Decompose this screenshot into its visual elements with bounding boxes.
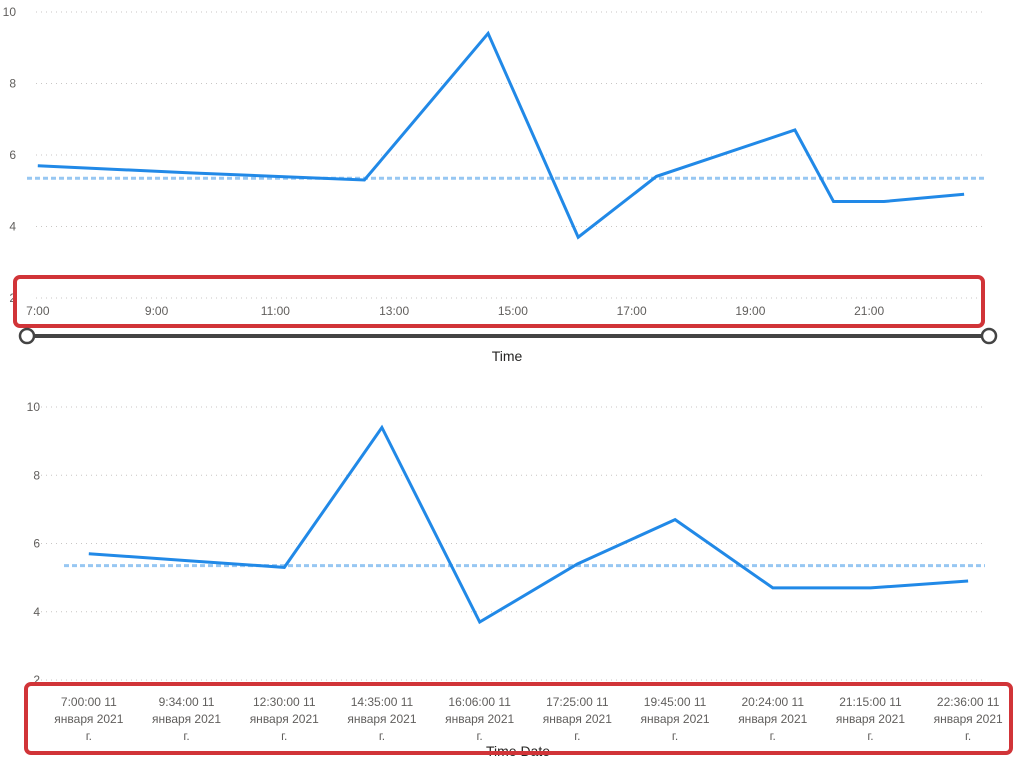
data-point <box>869 586 872 589</box>
x-tick-label-line: января 2021 <box>445 712 514 726</box>
x-tick-label-line: г. <box>672 729 678 743</box>
data-point <box>87 552 90 555</box>
data-point <box>189 171 192 174</box>
x-tick-label-line: января 2021 <box>250 712 319 726</box>
data-point <box>793 128 796 131</box>
x-tick-label-line: января 2021 <box>836 712 905 726</box>
x-tick-label: 15:00 <box>498 304 528 318</box>
x-tick-label-line: января 2021 <box>934 712 1003 726</box>
x-tick-label: 9:00 <box>145 304 169 318</box>
data-point <box>655 175 658 178</box>
x-tick-label-line: г. <box>183 729 189 743</box>
y-tick-label: 4 <box>9 220 16 234</box>
x-tick-label: 14:35:00 11 января 2021 г. <box>347 695 416 743</box>
x-tick-label: 21:00 <box>854 304 884 318</box>
data-point <box>487 32 490 35</box>
x-tick-label-line: 14:35:00 11 <box>351 695 414 709</box>
y-tick-label: 10 <box>27 400 41 414</box>
x-tick-label: 12:30:00 11 января 2021 г. <box>250 695 319 743</box>
y-tick-label: 4 <box>33 605 40 619</box>
x-tick-label-line: 16:06:00 11 <box>448 695 511 709</box>
x-tick-label-line: г. <box>477 729 483 743</box>
data-point <box>185 559 188 562</box>
x-tick-label-line: г. <box>86 729 92 743</box>
x-tick-label: 9:34:00 11 января 2021 г. <box>152 695 221 743</box>
x-tick-label: 11:00 <box>261 304 290 318</box>
x-tick-label: 7:00:00 11 января 2021 г. <box>54 695 123 743</box>
data-point <box>832 200 835 203</box>
x-tick-label-line: 19:45:00 11 <box>644 695 707 709</box>
x-tick-label-line: г. <box>379 729 385 743</box>
data-point <box>283 566 286 569</box>
data-point <box>380 426 383 429</box>
x-tick-label-line: января 2021 <box>347 712 416 726</box>
x-tick-label-line: января 2021 <box>54 712 123 726</box>
data-point <box>363 179 366 182</box>
x-tick-label-line: г. <box>281 729 287 743</box>
x-tick-label: 22:36:00 11 января 2021 г. <box>934 695 1003 743</box>
x-tick-label-line: января 2021 <box>543 712 612 726</box>
x-tick-label: 16:06:00 11 января 2021 г. <box>445 695 514 743</box>
highlight-box <box>24 682 1013 755</box>
y-tick-label: 8 <box>33 468 40 482</box>
x-tick-label: 21:15:00 11 января 2021 г. <box>836 695 905 743</box>
data-point <box>967 580 970 583</box>
x-tick-label: 19:00 <box>735 304 765 318</box>
x-tick-label: 19:45:00 11 января 2021 г. <box>640 695 709 743</box>
data-point <box>36 164 39 167</box>
y-tick-label: 2 <box>9 291 16 305</box>
x-tick-label-line: 12:30:00 11 <box>253 695 316 709</box>
y-tick-label: 6 <box>9 148 16 162</box>
data-point <box>576 562 579 565</box>
x-tick-label-line: г. <box>770 729 776 743</box>
x-tick-label: 7:00 <box>26 304 50 318</box>
highlight-box <box>13 275 985 328</box>
x-tick-label-line: января 2021 <box>640 712 709 726</box>
series-line <box>88 424 969 625</box>
x-tick-label: 17:25:00 11 января 2021 г. <box>543 695 612 743</box>
x-tick-label-line: 22:36:00 11 <box>937 695 1000 709</box>
y-tick-label: 10 <box>3 5 17 19</box>
data-point <box>478 620 481 623</box>
x-tick-label-line: января 2021 <box>152 712 221 726</box>
x-tick-label: 13:00 <box>379 304 409 318</box>
x-tick-label-line: января 2021 <box>738 712 807 726</box>
y-tick-label: 2 <box>33 673 40 687</box>
data-point <box>771 586 774 589</box>
x-axis-title: Time Date <box>486 743 550 758</box>
time-date-line-chart: 2 4 6 8 10 7:00:00 11 января 2021 г. 9:34:00 11 я… <box>24 400 1013 758</box>
data-point <box>882 200 885 203</box>
y-tick-label: 8 <box>9 77 16 91</box>
time-line-chart: 2 4 6 8 10 7:00 9:00 11:00 13:00 15:00 17:00 19:00 2… <box>3 5 998 364</box>
series-line <box>37 30 965 240</box>
x-tick-label-line: 7:00:00 11 <box>61 695 117 709</box>
x-tick-label: 20:24:00 11 января 2021 г. <box>738 695 807 743</box>
x-axis-title: Time <box>492 348 523 364</box>
x-tick-label-line: 17:25:00 11 <box>546 695 609 709</box>
data-point <box>577 236 580 239</box>
range-slider-start-handle[interactable] <box>18 327 36 345</box>
data-point <box>963 193 966 196</box>
data-point <box>674 518 677 521</box>
x-tick-label-line: 9:34:00 11 <box>159 695 215 709</box>
x-tick-label-line: г. <box>574 729 580 743</box>
x-tick-label-line: 21:15:00 11 <box>839 695 902 709</box>
x-tick-label-line: г. <box>867 729 873 743</box>
x-tick-label-line: г. <box>965 729 971 743</box>
x-tick-label-line: 20:24:00 11 <box>741 695 804 709</box>
y-tick-label: 6 <box>33 537 40 551</box>
range-slider-end-handle[interactable] <box>980 327 998 345</box>
x-tick-label: 17:00 <box>617 304 647 318</box>
